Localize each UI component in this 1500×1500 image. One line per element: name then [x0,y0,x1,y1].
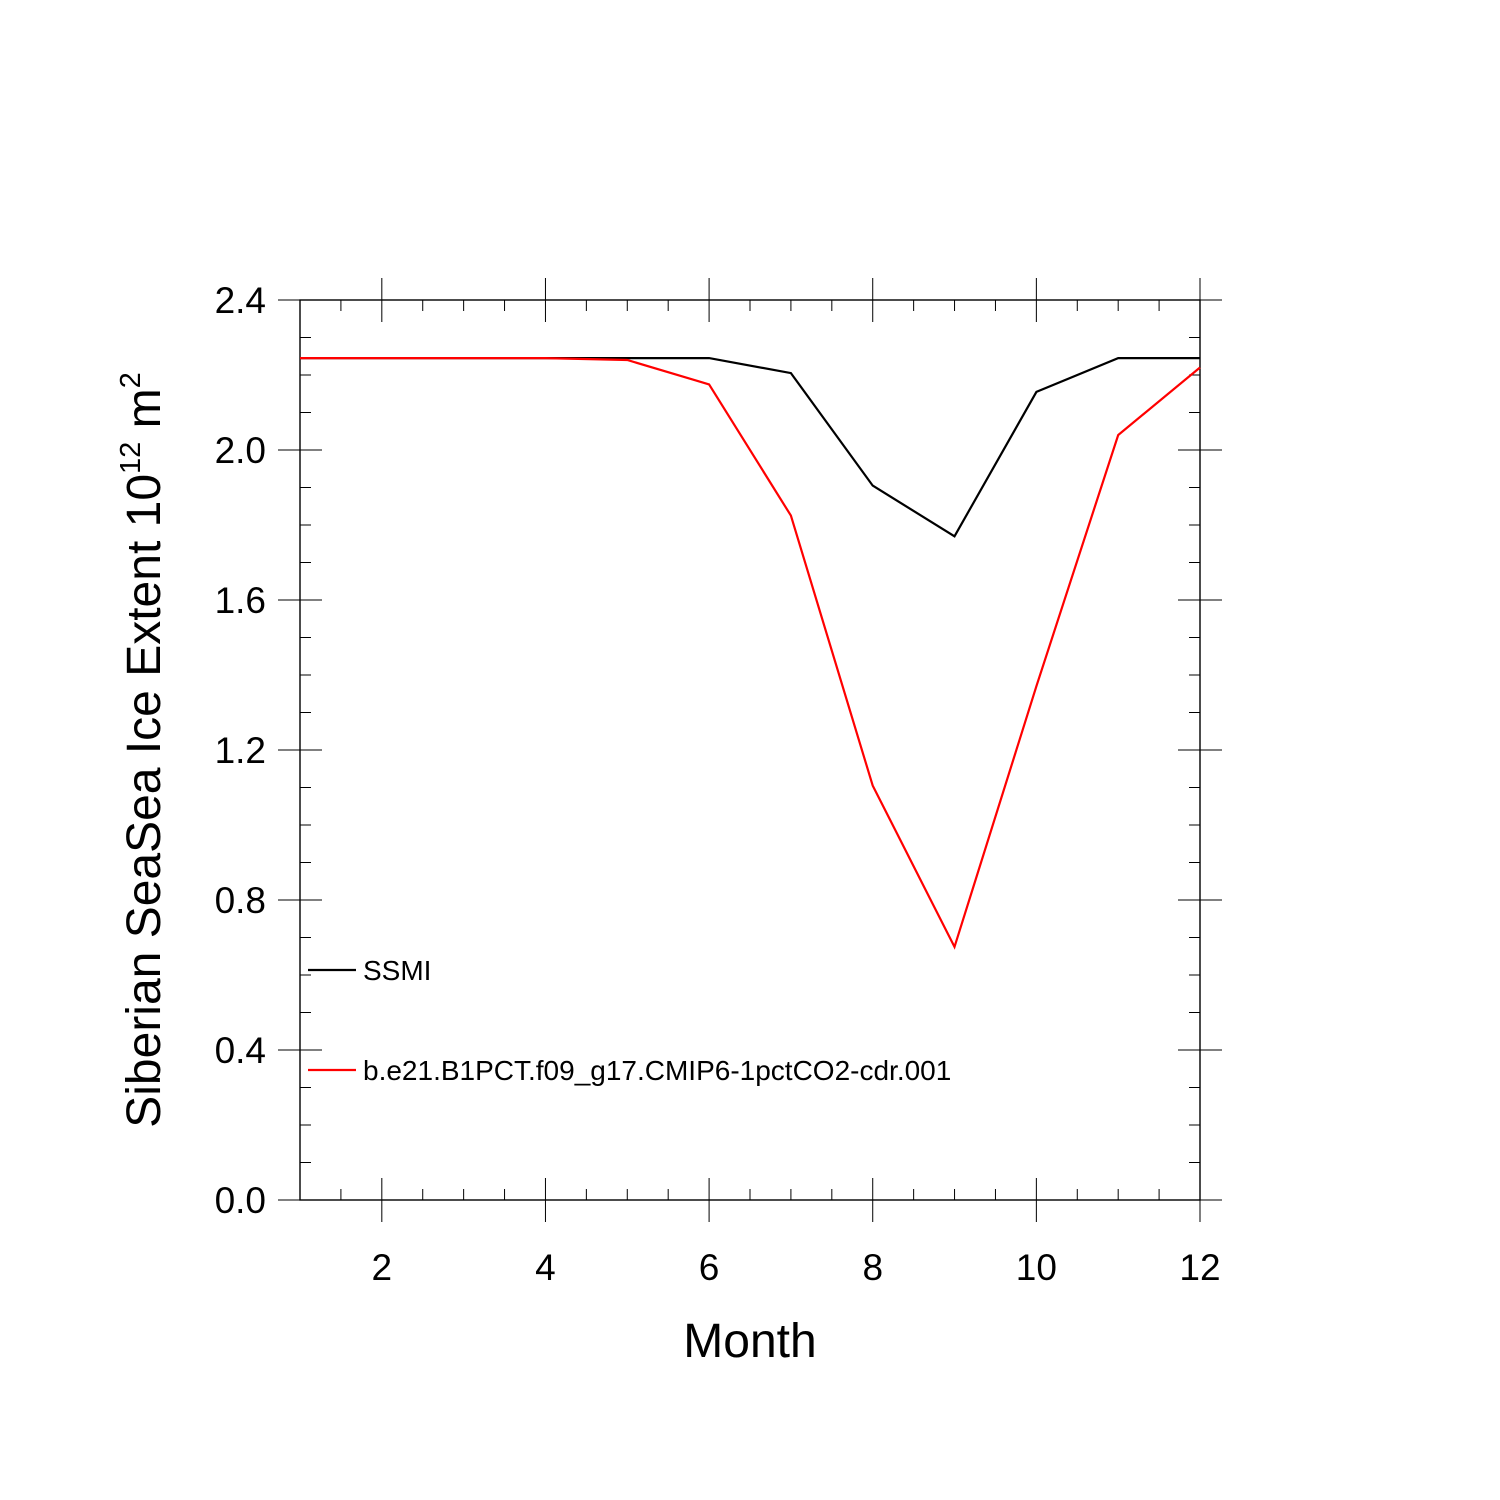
series-line-1 [300,357,1200,538]
series-line-2 [300,357,1201,950]
legend-label-2: b.e21.B1PCT.f09_g17.CMIP6-1pctCO2-cdr.00… [363,1055,951,1086]
x-axis-title: Month [683,1315,816,1368]
y-tick-label: 1.2 [215,730,266,771]
x-tick-label: 12 [1179,1247,1220,1288]
x-tick-label: 4 [535,1247,556,1288]
y-tick-label: 0.8 [215,880,266,921]
y-axis-title-exponent: 12 [115,442,147,474]
legend: SSMI b.e21.B1PCT.f09_g17.CMIP6-1pctCO2-cd… [308,955,951,1086]
x-tick-label: 2 [372,1247,393,1288]
x-tick-label: 10 [1016,1247,1057,1288]
legend-label-1: SSMI [363,955,431,986]
y-tick-label: 0.0 [215,1180,266,1221]
y-axis-title: Siberian SeaSea Ice Extent 1012 m2 [115,372,171,1128]
y-tick-label: 0.4 [215,1030,266,1071]
axes: 0.0 0.4 0.8 1.2 1.6 2.0 2.4 2 4 6 8 10 12 [215,278,1222,1288]
y-axis-title-unit: m [118,388,171,441]
x-tick-label: 8 [862,1247,883,1288]
y-tick-label: 1.6 [215,580,266,621]
y-axis-title-main: Siberian SeaSea Ice Extent 10 [118,474,171,1128]
x-tick-label: 6 [699,1247,720,1288]
y-tick-label: 2.4 [215,280,266,321]
y-axis-title-unit-exponent: 2 [115,372,147,388]
y-tick-label: 2.0 [215,430,266,471]
series-lines [300,357,1201,950]
